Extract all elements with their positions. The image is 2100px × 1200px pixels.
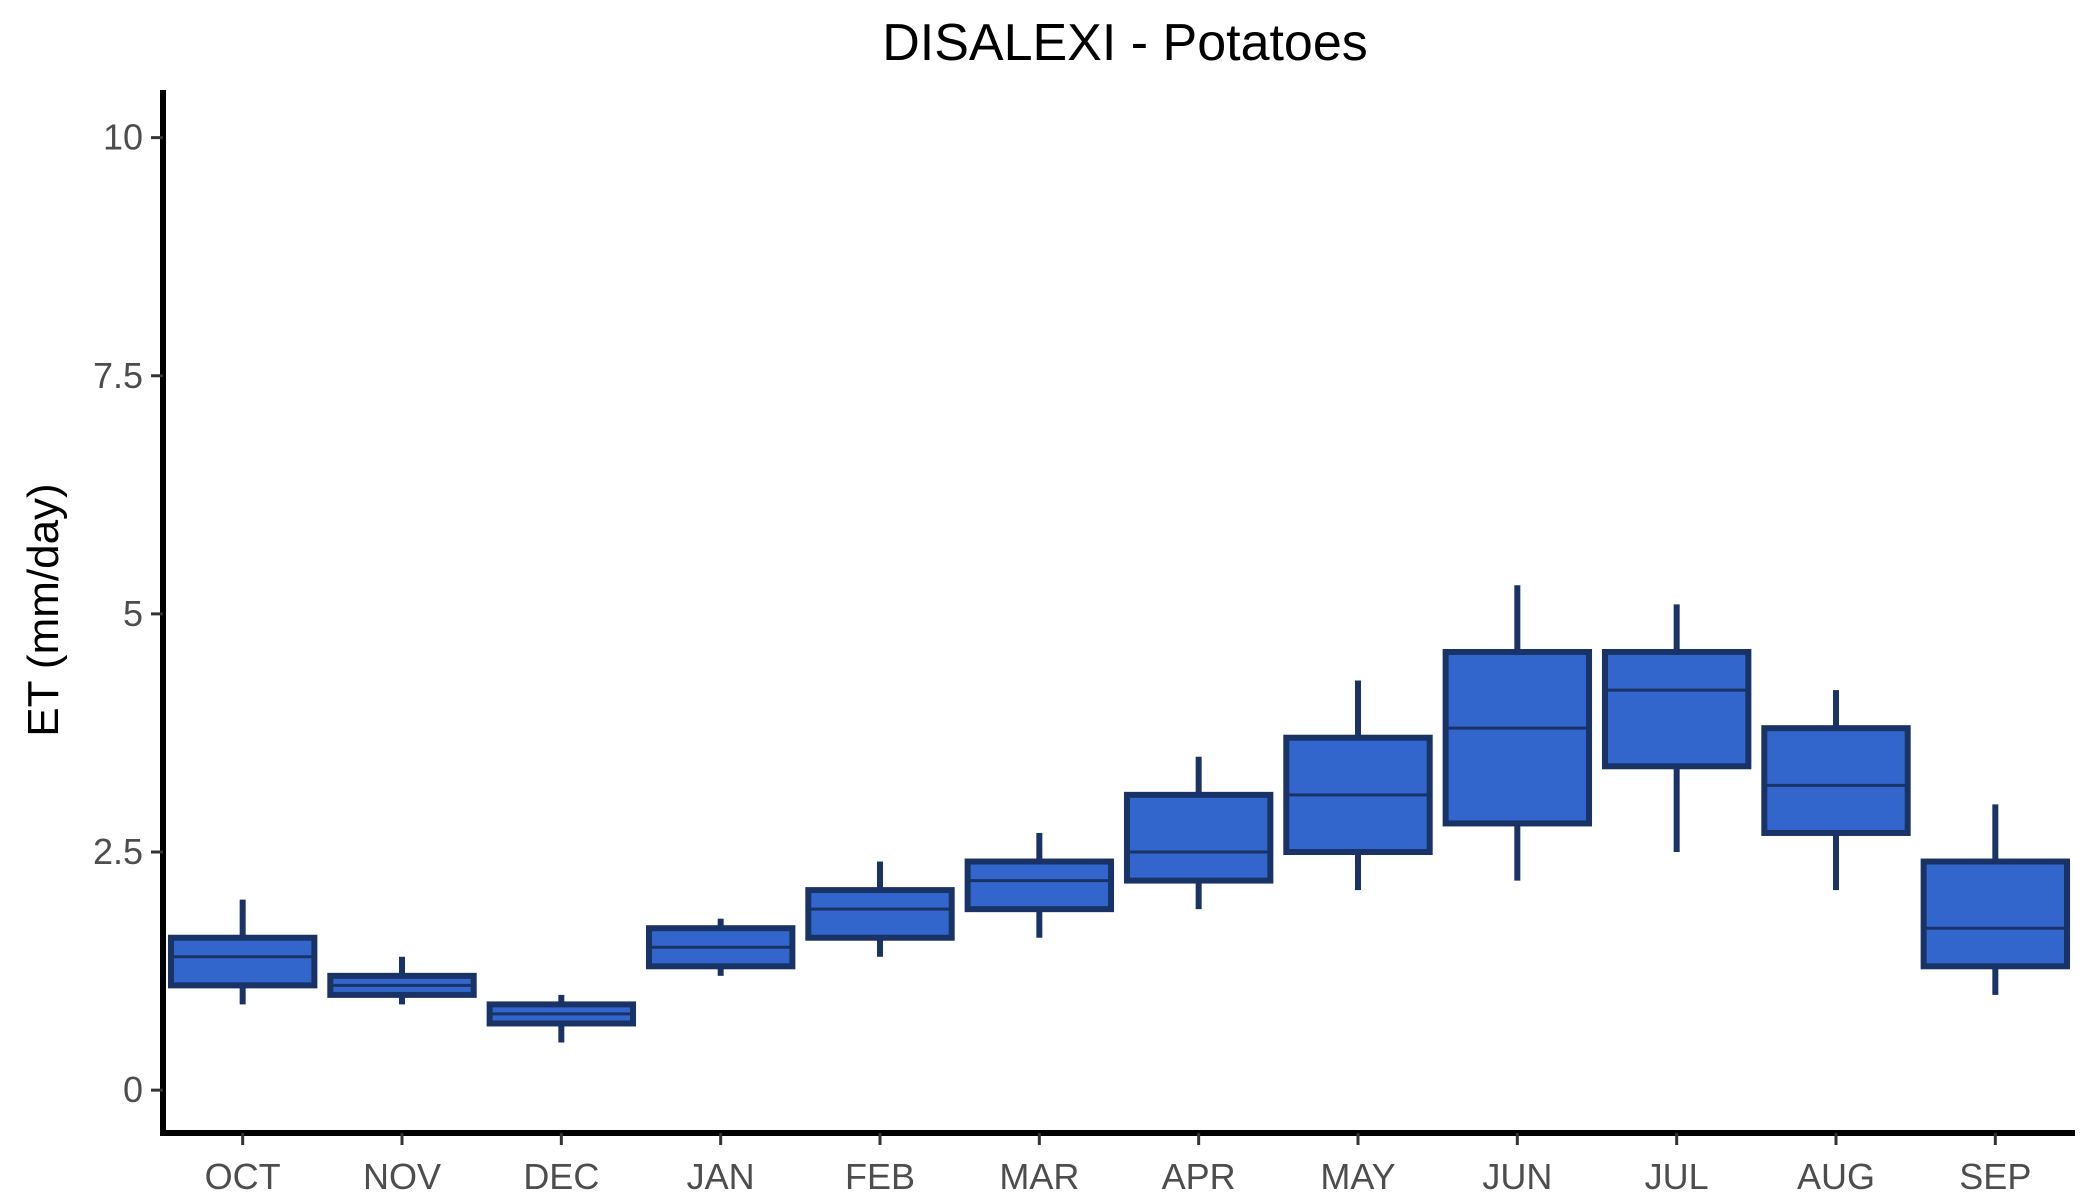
box-iqr [1123, 791, 1274, 884]
box-iqr [1761, 725, 1911, 836]
box-sep [1920, 804, 2071, 995]
x-tick-label: JUN [1482, 1156, 1552, 1197]
y-axis-label: ET (mm/day) [19, 483, 68, 736]
box-jun [1442, 585, 1593, 881]
box-oct [167, 899, 318, 1005]
x-tick-label: JUL [1645, 1156, 1709, 1197]
x-tick-label: JAN [687, 1156, 755, 1197]
box-iqr [1442, 648, 1593, 827]
x-tick-label: MAY [1320, 1156, 1395, 1197]
box-iqr [1601, 648, 1752, 770]
x-tick-label: DEC [523, 1156, 599, 1197]
box-jan [645, 918, 796, 976]
box-may [1283, 680, 1433, 891]
x-tick-label: OCT [205, 1156, 281, 1197]
axes: 0 2.5 5 7.5 10 OCT NOV DEC JAN FEB MAR APR MAY JUN JUL… [93, 90, 2075, 1197]
x-tick-label: FEB [845, 1156, 915, 1197]
y-tick-label: 5 [123, 593, 143, 634]
box-iqr [167, 934, 318, 989]
box-mar [964, 832, 1115, 938]
box-feb [805, 861, 955, 957]
x-tick-label: APR [1162, 1156, 1236, 1197]
y-tick-label: 7.5 [93, 355, 143, 396]
plot-area [167, 585, 2071, 1043]
box-iqr [805, 887, 955, 941]
box-apr [1123, 756, 1274, 910]
box-jul [1601, 604, 1752, 853]
y-tick-label: 2.5 [93, 831, 143, 872]
box-nov [327, 956, 477, 1005]
chart-title: DISALEXI - Potatoes [882, 14, 1368, 72]
box-iqr [1920, 858, 2071, 970]
y-tick-label: 10 [103, 117, 143, 158]
x-tick-label: SEP [1959, 1156, 2031, 1197]
box-aug [1761, 690, 1911, 891]
y-tick-label: 0 [123, 1069, 143, 1110]
x-tick-label: NOV [363, 1156, 441, 1197]
box-iqr [964, 858, 1115, 913]
box-dec [486, 994, 637, 1043]
x-tick-label: AUG [1797, 1156, 1875, 1197]
x-tick-label: MAR [999, 1156, 1079, 1197]
